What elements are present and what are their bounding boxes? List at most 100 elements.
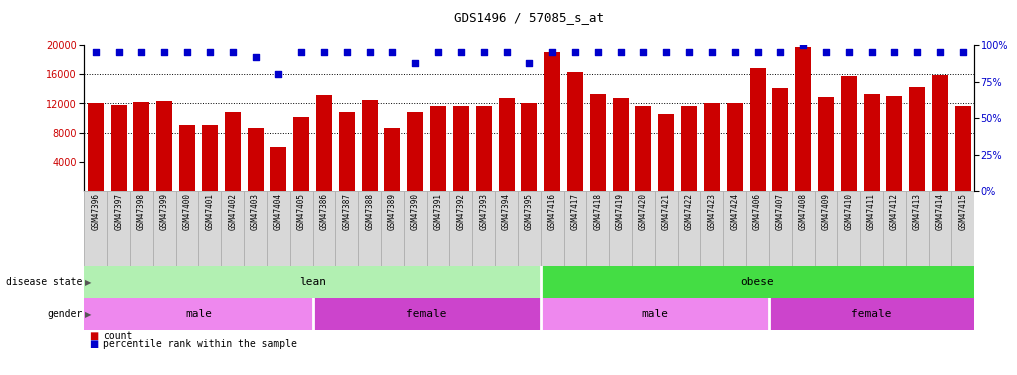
Text: GSM47423: GSM47423 [708, 194, 716, 231]
Text: obese: obese [740, 277, 774, 287]
Point [681, 50, 698, 55]
Text: GSM47392: GSM47392 [457, 194, 466, 231]
Bar [84, 298, 312, 330]
Bar [727, 104, 742, 191]
Text: ■: ■ [89, 339, 99, 349]
Text: GSM47394: GSM47394 [502, 194, 511, 231]
Point [316, 50, 333, 55]
Point [909, 50, 925, 55]
Bar [563, 191, 587, 266]
Text: ▶: ▶ [85, 310, 92, 319]
Bar [590, 94, 606, 191]
Text: GSM47390: GSM47390 [411, 194, 420, 231]
Point [841, 50, 857, 55]
Bar [384, 128, 401, 191]
Bar [860, 191, 883, 266]
Bar [472, 191, 495, 266]
Point [750, 50, 766, 55]
Text: GSM47409: GSM47409 [822, 194, 831, 231]
Bar [681, 106, 697, 191]
Bar [202, 125, 218, 191]
Bar [909, 87, 925, 191]
Text: GSM47399: GSM47399 [160, 194, 169, 231]
Bar [404, 191, 427, 266]
Point [179, 50, 195, 55]
Bar [358, 191, 381, 266]
Bar [362, 100, 377, 191]
Point [453, 50, 469, 55]
Point [225, 50, 241, 55]
Bar [176, 191, 198, 266]
Point [818, 50, 834, 55]
Bar [407, 112, 423, 191]
Text: GSM47405: GSM47405 [297, 194, 306, 231]
Text: GSM47420: GSM47420 [639, 194, 648, 231]
Bar [518, 191, 541, 266]
Text: female: female [407, 309, 446, 319]
Bar [522, 104, 537, 191]
Bar [495, 191, 518, 266]
Point [498, 50, 515, 55]
Text: GSM47406: GSM47406 [753, 194, 762, 231]
Bar [792, 191, 815, 266]
Point [955, 50, 971, 55]
Text: GSM47417: GSM47417 [571, 194, 580, 231]
Bar [312, 298, 541, 330]
Point [772, 50, 788, 55]
Text: GSM47386: GSM47386 [319, 194, 328, 231]
Point [612, 50, 629, 55]
Bar [290, 191, 312, 266]
Bar [704, 103, 720, 191]
Point [636, 50, 652, 55]
Text: GSM47411: GSM47411 [868, 194, 876, 231]
Text: GSM47415: GSM47415 [958, 194, 967, 231]
Bar [225, 111, 241, 191]
Text: count: count [103, 331, 132, 341]
Bar [179, 125, 195, 191]
Point [201, 50, 218, 55]
Point [590, 50, 606, 55]
Text: male: male [185, 309, 212, 319]
Point [544, 50, 560, 55]
Bar [955, 106, 971, 191]
Bar [153, 191, 176, 266]
Text: GSM47408: GSM47408 [798, 194, 807, 231]
Text: GSM47396: GSM47396 [92, 194, 101, 231]
Bar [157, 101, 172, 191]
Bar [609, 191, 632, 266]
Bar [632, 191, 655, 266]
Bar [772, 88, 788, 191]
Bar [769, 298, 974, 330]
Point [271, 71, 287, 77]
Point [247, 54, 263, 60]
Bar [198, 191, 222, 266]
Bar [84, 266, 541, 298]
Bar [107, 191, 130, 266]
Bar [818, 97, 834, 191]
Text: gender: gender [47, 309, 82, 319]
Bar [427, 191, 450, 266]
Bar [815, 191, 837, 266]
Bar [247, 128, 263, 191]
Bar [498, 98, 515, 191]
Text: GSM47404: GSM47404 [274, 194, 283, 231]
Bar [316, 95, 332, 191]
Bar [746, 191, 769, 266]
Text: GSM47418: GSM47418 [593, 194, 602, 231]
Bar [541, 191, 563, 266]
Bar [244, 191, 266, 266]
Text: GSM47402: GSM47402 [228, 194, 237, 231]
Bar [587, 191, 609, 266]
Point [658, 50, 674, 55]
Point [111, 50, 127, 55]
Bar [883, 191, 906, 266]
Bar [952, 191, 974, 266]
Bar [932, 75, 948, 191]
Text: GSM47416: GSM47416 [548, 194, 556, 231]
Bar [541, 298, 769, 330]
Bar [312, 191, 336, 266]
Bar [430, 106, 446, 191]
Point [133, 50, 149, 55]
Text: GSM47410: GSM47410 [844, 194, 853, 231]
Point [430, 50, 446, 55]
